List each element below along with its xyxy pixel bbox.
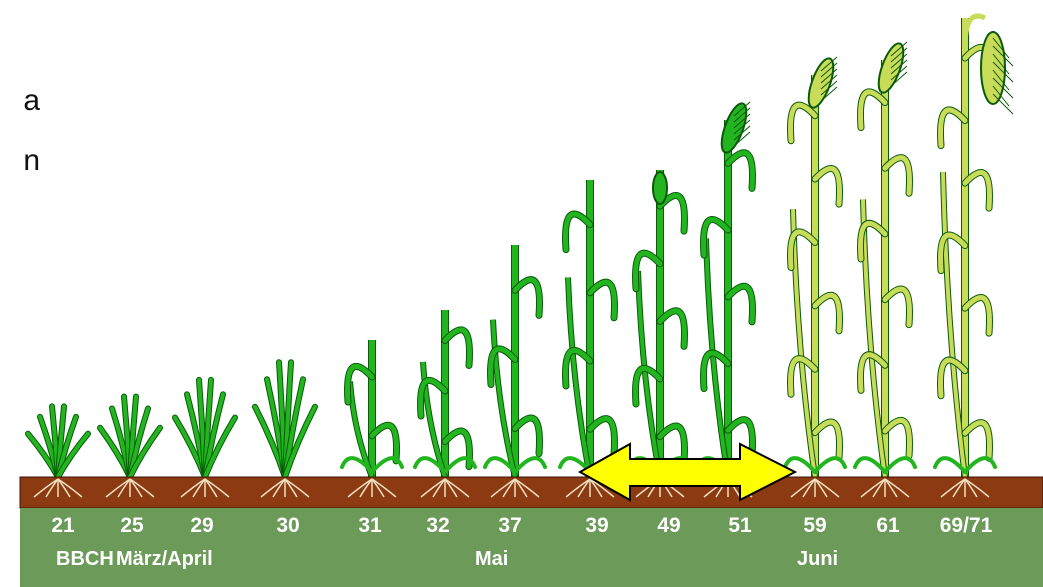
roots-2 [180,478,230,498]
roots-7 [565,478,615,498]
plant-9 [696,101,760,478]
stage-label-21: 21 [51,514,75,537]
plant-1 [97,393,163,480]
plant-4 [340,340,404,479]
stage-label-30: 30 [276,514,300,537]
stage-label-39: 39 [585,514,609,537]
stage-label-59: 59 [803,514,827,537]
stage-label-37: 37 [498,514,522,537]
info-band [20,508,1043,587]
stage-label-49: 49 [657,514,681,537]
plant-6 [483,245,547,478]
month-label-mai: Mai [475,548,509,570]
roots-0 [33,478,83,498]
plant-11 [853,41,917,478]
stage-label-51: 51 [728,514,752,537]
plant-2 [172,376,238,480]
cut-text-n: n [23,146,40,176]
roots-5 [420,478,470,498]
plant-12 [933,13,1014,478]
plant-10 [783,56,847,478]
plants-layer [25,13,1014,480]
plant-0 [25,403,91,480]
roots-10 [790,478,840,498]
month-label-maerz-april: März/April [116,548,213,570]
plant-7 [558,180,622,478]
stage-label-29: 29 [190,514,214,537]
roots-1 [105,478,155,498]
stage-label-31: 31 [358,514,382,537]
stage-label-69-71: 69/71 [939,514,993,537]
stage-label-32: 32 [426,514,450,537]
roots-3 [260,478,310,498]
soil-strip [19,476,1043,509]
double-arrow [577,442,798,502]
cut-text-a: a [23,86,40,116]
roots-4 [347,478,397,498]
month-label-juni: Juni [797,548,839,570]
stage-label-61: 61 [876,514,900,537]
plant-5 [413,310,477,478]
stage-label-25: 25 [120,514,144,537]
scale-label: BBCH [56,548,114,570]
roots-11 [860,478,910,498]
plant-8 [628,170,692,478]
roots-6 [490,478,540,498]
roots-12 [940,478,990,498]
plant-3 [252,359,318,480]
